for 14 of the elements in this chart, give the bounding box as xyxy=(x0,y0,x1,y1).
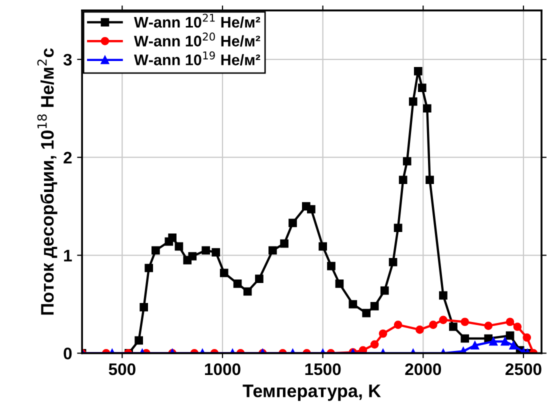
x-axis-title: Температура, K xyxy=(242,384,381,401)
legend-label: W-ann 10$^{21}$ He/м² xyxy=(134,14,260,28)
y-tick-label: 2 xyxy=(64,152,72,164)
y-tick-label: 0 xyxy=(64,348,72,360)
legend-label: W-ann 10$^{20}$ He/м² xyxy=(134,32,260,47)
x-tick-label: 2500 xyxy=(506,363,542,376)
y-axis-title: Поток десорбции, 10$^{18}$ He/м$^{2}$c xyxy=(37,48,58,315)
y-tick-label: 3 xyxy=(63,54,72,66)
x-tick-label: 500 xyxy=(108,363,136,376)
x-tick-label: 1000 xyxy=(205,363,240,376)
x-tick-label: 1500 xyxy=(305,363,341,376)
y-tick-label: 1 xyxy=(64,250,72,262)
legend-label: W-ann 10$^{19}$ He/м² xyxy=(134,51,260,66)
x-tick-label: 2000 xyxy=(405,363,442,376)
